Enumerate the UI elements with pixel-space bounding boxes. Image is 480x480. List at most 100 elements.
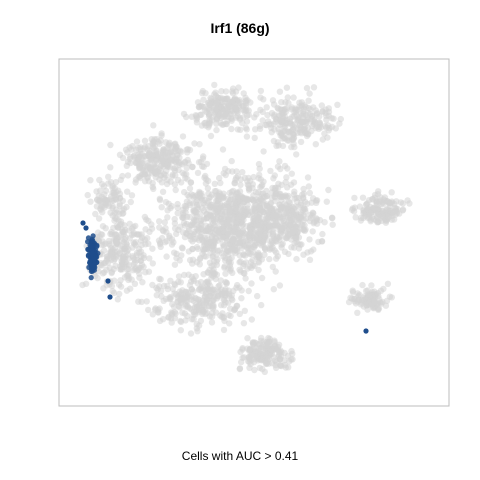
- data-point: [284, 85, 290, 91]
- data-point: [187, 185, 193, 191]
- data-point: [120, 229, 126, 235]
- data-point: [310, 104, 316, 110]
- data-point: [99, 232, 105, 238]
- data-point: [121, 239, 127, 245]
- data-point: [254, 293, 260, 299]
- data-point: [250, 339, 256, 345]
- data-point: [269, 244, 275, 250]
- data-point: [265, 215, 271, 221]
- data-point: [249, 316, 255, 322]
- data-point: [117, 266, 123, 272]
- data-point: [243, 98, 249, 104]
- data-point: [248, 259, 254, 265]
- data-point: [228, 192, 234, 198]
- data-point: [252, 135, 258, 141]
- data-point: [140, 252, 146, 258]
- data-point: [286, 217, 292, 223]
- data-point: [241, 320, 247, 326]
- data-point: [275, 106, 281, 112]
- background-points: [79, 82, 412, 375]
- data-point: [235, 113, 241, 119]
- data-point: [258, 88, 264, 94]
- data-point: [354, 290, 360, 296]
- data-point: [195, 170, 201, 176]
- data-point: [239, 212, 245, 218]
- data-point: [244, 133, 250, 139]
- data-point: [385, 281, 391, 287]
- data-point: [196, 159, 202, 165]
- data-point: [125, 172, 131, 178]
- data-point: [256, 259, 262, 265]
- data-point: [159, 204, 165, 210]
- data-point: [160, 189, 166, 195]
- data-point: [173, 187, 179, 193]
- data-point: [247, 226, 253, 232]
- data-point: [347, 295, 353, 301]
- data-point: [289, 127, 295, 133]
- data-point: [239, 287, 245, 293]
- data-point: [124, 288, 130, 294]
- data-point: [307, 257, 313, 263]
- data-point: [207, 102, 213, 108]
- data-point: [212, 181, 218, 187]
- data-point: [234, 303, 240, 309]
- data-point: [251, 367, 257, 373]
- data-point: [375, 219, 381, 225]
- data-point: [249, 185, 255, 191]
- data-point: [377, 194, 383, 200]
- data-point: [178, 279, 184, 285]
- highlighted-point: [90, 251, 95, 256]
- data-point: [256, 222, 262, 228]
- data-point: [293, 235, 299, 241]
- data-point: [145, 170, 151, 176]
- data-point: [164, 177, 170, 183]
- data-point: [169, 319, 175, 325]
- data-point: [123, 204, 129, 210]
- data-point: [235, 84, 241, 90]
- data-point: [156, 305, 162, 311]
- data-point: [223, 88, 229, 94]
- data-point: [189, 316, 195, 322]
- data-point: [87, 199, 93, 205]
- data-point: [107, 142, 113, 148]
- data-point: [164, 283, 170, 289]
- data-point: [103, 258, 109, 264]
- data-point: [112, 185, 118, 191]
- data-point: [160, 146, 166, 152]
- data-point: [181, 171, 187, 177]
- data-point: [237, 365, 243, 371]
- data-point: [163, 199, 169, 205]
- data-point: [272, 237, 278, 243]
- data-point: [298, 139, 304, 145]
- data-point: [158, 244, 164, 250]
- data-point: [135, 145, 141, 151]
- data-point: [197, 256, 203, 262]
- data-point: [360, 210, 366, 216]
- data-point: [163, 229, 169, 235]
- data-point: [194, 197, 200, 203]
- data-point: [309, 113, 315, 119]
- data-point: [316, 113, 322, 119]
- data-point: [234, 218, 240, 224]
- data-point: [213, 127, 219, 133]
- data-point: [321, 219, 327, 225]
- data-point: [281, 107, 287, 113]
- data-point: [295, 220, 301, 226]
- data-point: [235, 190, 241, 196]
- data-point: [146, 164, 152, 170]
- data-point: [107, 164, 113, 170]
- data-point: [283, 179, 289, 185]
- data-point: [149, 246, 155, 252]
- data-point: [310, 228, 316, 234]
- data-point: [210, 253, 216, 259]
- data-point: [211, 205, 217, 211]
- data-point: [260, 109, 266, 115]
- data-point: [269, 347, 275, 353]
- data-point: [299, 112, 305, 118]
- data-point: [148, 221, 154, 227]
- data-point: [225, 103, 231, 109]
- data-point: [273, 190, 279, 196]
- data-point: [298, 241, 304, 247]
- data-point: [262, 122, 268, 128]
- data-point: [179, 296, 185, 302]
